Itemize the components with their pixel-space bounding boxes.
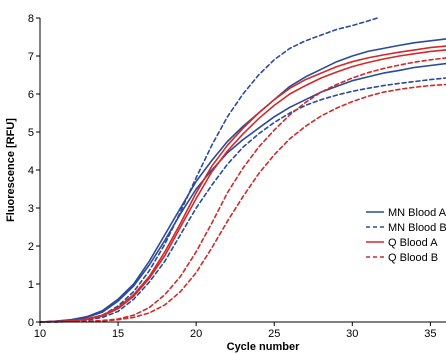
x-tick-label: 15	[112, 328, 124, 340]
x-tick-label: 30	[346, 328, 358, 340]
ticks-layer: 10 15 20 25 30 35 0 1 2 3 4 5 6 7 8	[28, 13, 437, 340]
y-tick-label: 5	[28, 127, 34, 139]
y-tick-label: 6	[28, 89, 34, 101]
series-line-6	[39, 49, 446, 323]
x-tick-label: 35	[424, 328, 436, 340]
axes-layer	[39, 18, 446, 323]
y-tick-label: 0	[28, 317, 34, 329]
series-line-7	[39, 57, 446, 323]
y-tick-label: 2	[28, 241, 34, 253]
x-axis-title: Cycle number	[227, 341, 300, 353]
x-tick-label: 20	[190, 328, 202, 340]
y-tick-label: 3	[28, 203, 34, 215]
series-line-2	[39, 62, 446, 323]
series-line-1	[39, 38, 446, 323]
y-tick-label: 1	[28, 279, 34, 291]
series-line-8	[39, 83, 446, 323]
y-axis-title: Fluorescence [RFU]	[5, 118, 17, 222]
series-line-4	[39, 77, 446, 323]
series-line-5	[39, 45, 446, 323]
x-tick-label: 10	[34, 328, 46, 340]
legend-label: Q Blood B	[388, 252, 438, 264]
series-layer	[39, 17, 446, 323]
x-tick-label: 25	[268, 328, 280, 340]
y-tick-label: 7	[28, 51, 34, 63]
y-tick-label: 8	[28, 13, 34, 25]
y-tick-label: 4	[28, 165, 34, 177]
legend-label: MN Blood A	[388, 207, 446, 219]
legend-label: Q Blood A	[388, 237, 438, 249]
legend: MN Blood A MN Blood B Q Blood A Q Blood B	[366, 207, 446, 264]
legend-label: MN Blood B	[388, 222, 446, 234]
